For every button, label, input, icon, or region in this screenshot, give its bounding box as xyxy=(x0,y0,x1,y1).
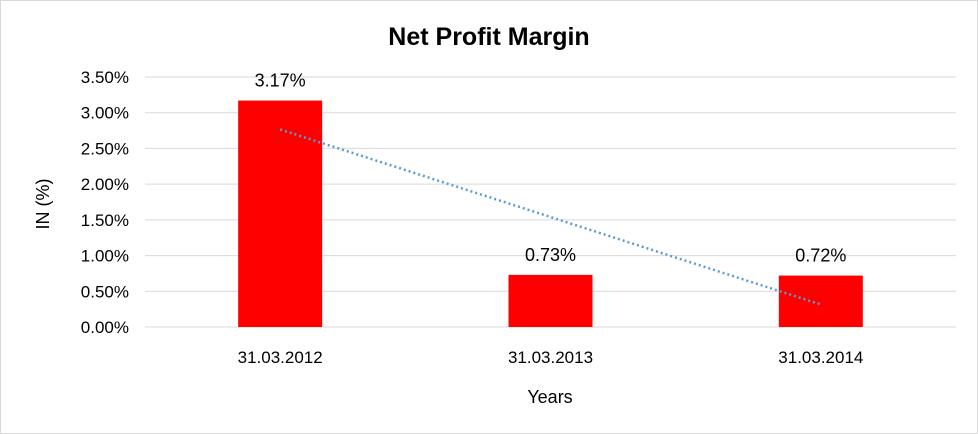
y-tick-label: 1.50% xyxy=(81,211,129,230)
bars xyxy=(238,100,863,327)
data-labels: 3.17% 0.73% 0.72% xyxy=(255,71,847,266)
y-axis-ticks: 0.00% 0.50% 1.00% 1.50% 2.00% 2.50% 3.00% 3.50% xyxy=(81,68,129,337)
bar xyxy=(238,100,323,327)
data-label: 0.73% xyxy=(525,245,576,265)
data-label: 0.72% xyxy=(795,246,846,266)
y-tick-label: 0.50% xyxy=(81,282,129,301)
y-axis-label: IN (%) xyxy=(33,179,53,230)
bar xyxy=(508,274,593,327)
x-tick-label: 31.03.2014 xyxy=(778,348,863,367)
chart-title: Net Profit Margin xyxy=(388,23,589,51)
x-axis-label: Years xyxy=(527,387,572,407)
y-tick-label: 0.00% xyxy=(81,318,129,337)
data-label: 3.17% xyxy=(255,71,306,91)
y-tick-label: 2.50% xyxy=(81,139,129,158)
y-tick-label: 3.50% xyxy=(81,68,129,87)
y-tick-label: 3.00% xyxy=(81,104,129,123)
y-tick-label: 1.00% xyxy=(81,247,129,266)
x-axis-ticks: 31.03.2012 31.03.2013 31.03.2014 xyxy=(238,348,864,367)
x-tick-label: 31.03.2012 xyxy=(238,348,323,367)
x-tick-label: 31.03.2013 xyxy=(508,348,593,367)
y-tick-label: 2.00% xyxy=(81,175,129,194)
bar xyxy=(778,275,863,327)
